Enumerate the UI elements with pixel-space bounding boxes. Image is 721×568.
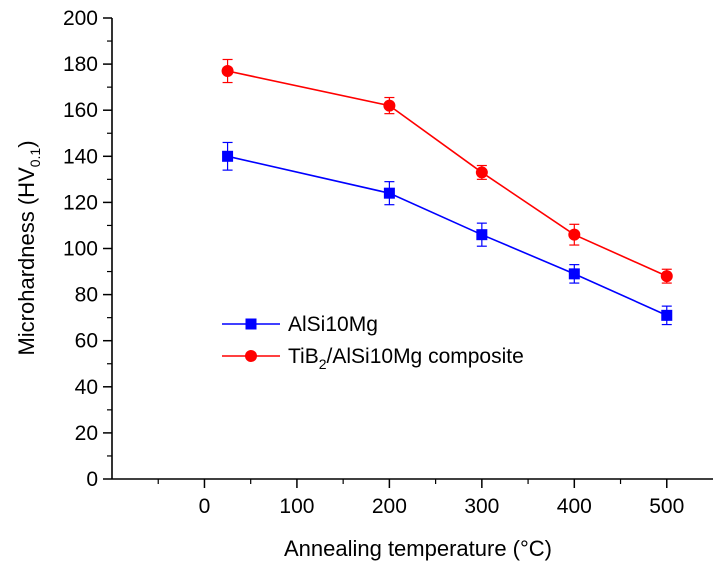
data-point-circle (383, 99, 396, 112)
y-tick-label: 40 (75, 376, 98, 399)
data-point-square (222, 150, 234, 162)
y-tick-label: 0 (86, 468, 98, 491)
series-line (227, 155, 668, 317)
legend-item-2: TiB2/AlSi10Mg composite (222, 345, 524, 372)
data-point-square (568, 268, 580, 280)
legend-label: AlSi10Mg (288, 313, 378, 336)
data-point-circle (568, 228, 581, 241)
x-tick-label: 0 (199, 495, 211, 518)
y-tick-label: 100 (63, 238, 98, 261)
y-tick-label: 180 (63, 53, 98, 76)
plot-area (221, 58, 673, 326)
legend-label-main: AlSi10Mg (288, 313, 378, 336)
series-line (227, 70, 668, 277)
x-tick-label: 200 (372, 495, 407, 518)
data-point-square (661, 309, 673, 321)
series-2 (221, 58, 673, 284)
x-axis-title: Annealing temperature (°C) (284, 536, 552, 561)
y-tick-label: 60 (75, 330, 98, 353)
y-tick-label: 120 (63, 191, 98, 214)
y-tick-label: 140 (63, 145, 98, 168)
data-point-circle (475, 166, 488, 179)
legend-label: TiB2/AlSi10Mg composite (288, 345, 524, 372)
y-axis-title-close: ) (14, 140, 39, 147)
x-tick-label: 100 (279, 495, 314, 518)
legend: AlSi10Mg TiB2/AlSi10Mg composite (222, 313, 524, 372)
series-1 (222, 141, 673, 326)
y-tick-label: 80 (75, 284, 98, 307)
axes (111, 18, 713, 480)
y-axis-title-subscript: 0.1 (27, 148, 43, 168)
x-tick-label: 400 (557, 495, 592, 518)
data-point-circle (221, 65, 234, 78)
legend-item-1: AlSi10Mg (222, 313, 378, 336)
data-point-square (476, 229, 488, 241)
x-axis-ticks: 0 100 200 300 400 500 (157, 479, 684, 518)
y-tick-label: 20 (75, 422, 98, 445)
legend-label-main: TiB (288, 345, 319, 368)
legend-marker-circle (245, 350, 257, 362)
y-tick-label: 200 (63, 7, 98, 30)
legend-label-rest: /AlSi10Mg composite (327, 345, 524, 368)
y-tick-label: 160 (63, 99, 98, 122)
y-axis-title-main: Microhardness (HV (14, 167, 39, 356)
y-axis-ticks: 0 20 40 60 80 100 120 140 160 180 200 (63, 7, 112, 491)
x-tick-label: 500 (649, 495, 684, 518)
y-axis-title: Microhardness (HV0.1) (14, 140, 43, 355)
legend-marker-square (245, 318, 257, 330)
legend-label-subscript: 2 (319, 356, 327, 372)
data-point-circle (660, 270, 673, 283)
x-tick-label: 300 (464, 495, 499, 518)
data-point-square (383, 187, 395, 199)
